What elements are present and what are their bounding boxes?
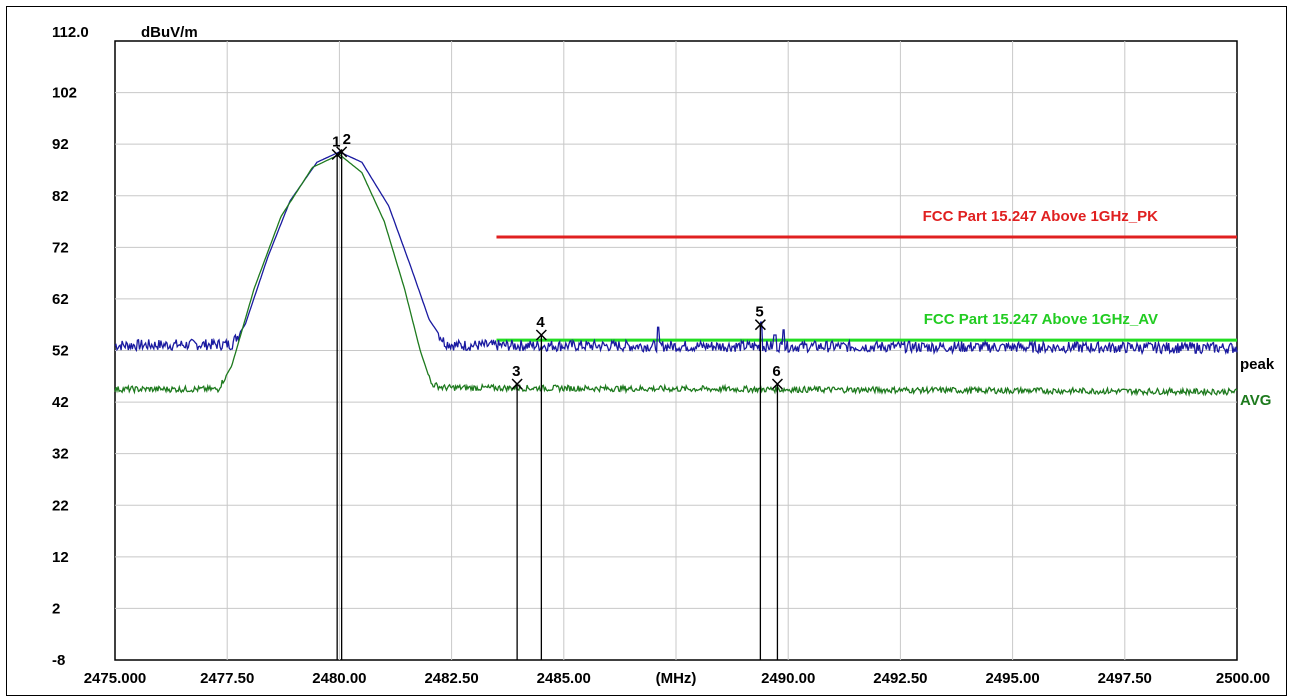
marker-x [511, 378, 523, 390]
marker-x [754, 319, 766, 331]
limit-lines: FCC Part 15.247 Above 1GHz_PK FCC Part 15… [496, 208, 1237, 342]
y-tick-label: 42 [52, 394, 69, 411]
series-labels: peak AVG [1240, 356, 1275, 409]
marker-x [336, 146, 348, 158]
x-tick-label: 2492.50 [873, 670, 927, 687]
limit-line-label: FCC Part 15.247 Above 1GHz_AV [924, 311, 1158, 328]
series-traces [114, 151, 1238, 397]
markers: 1 2 3 4 5 6 [331, 131, 783, 660]
y-top-label: 112.0 [52, 24, 89, 41]
marker-label: 6 [772, 363, 780, 380]
marker-label: 1 [332, 133, 340, 150]
y-tick-label: 72 [52, 239, 69, 256]
y-axis-unit: dBuV/m [141, 24, 198, 41]
y-tick-label: -8 [52, 652, 65, 669]
series-label-avg: AVG [1240, 392, 1271, 409]
marker-x [535, 329, 547, 341]
x-tick-label: 2495.00 [985, 670, 1039, 687]
y-tick-label: 32 [52, 446, 69, 463]
marker-x [771, 378, 783, 390]
x-tick-label: (MHz) [656, 670, 697, 687]
y-tick-label: 2 [52, 600, 60, 617]
x-tick-label: 2485.00 [537, 670, 591, 687]
x-tick-label: 2500.00 [1216, 670, 1270, 687]
series-label-peak: peak [1240, 356, 1275, 373]
x-tick-label: 2477.50 [200, 670, 254, 687]
x-tick-label: 2475.000 [84, 670, 147, 687]
x-tick-label: 2482.50 [424, 670, 478, 687]
x-tick-label: 2497.50 [1098, 670, 1152, 687]
y-tick-label: 82 [52, 188, 69, 205]
y-tick-label: 52 [52, 343, 69, 360]
marker-label: 2 [343, 131, 351, 148]
x-tick-label: 2480.00 [312, 670, 366, 687]
marker-label: 5 [755, 304, 763, 321]
trace-avg [114, 153, 1238, 397]
y-tick-label: 102 [52, 85, 77, 102]
marker-label: 4 [536, 314, 545, 331]
x-tick-label: 2490.00 [761, 670, 815, 687]
y-tick-label: 12 [52, 549, 69, 566]
y-tick-label: 22 [52, 497, 69, 514]
x-tick-labels: 2475.000 2477.50 2480.00 2482.50 2485.00 (MHz… [84, 670, 1270, 687]
limit-line-label: FCC Part 15.247 Above 1GHz_PK [923, 208, 1159, 225]
y-tick-label: 92 [52, 136, 69, 153]
y-tick-label: 62 [52, 291, 69, 308]
y-tick-labels: 102 92 82 72 62 52 42 32 22 12 2 -8 [52, 85, 77, 669]
marker-label: 3 [512, 363, 520, 380]
